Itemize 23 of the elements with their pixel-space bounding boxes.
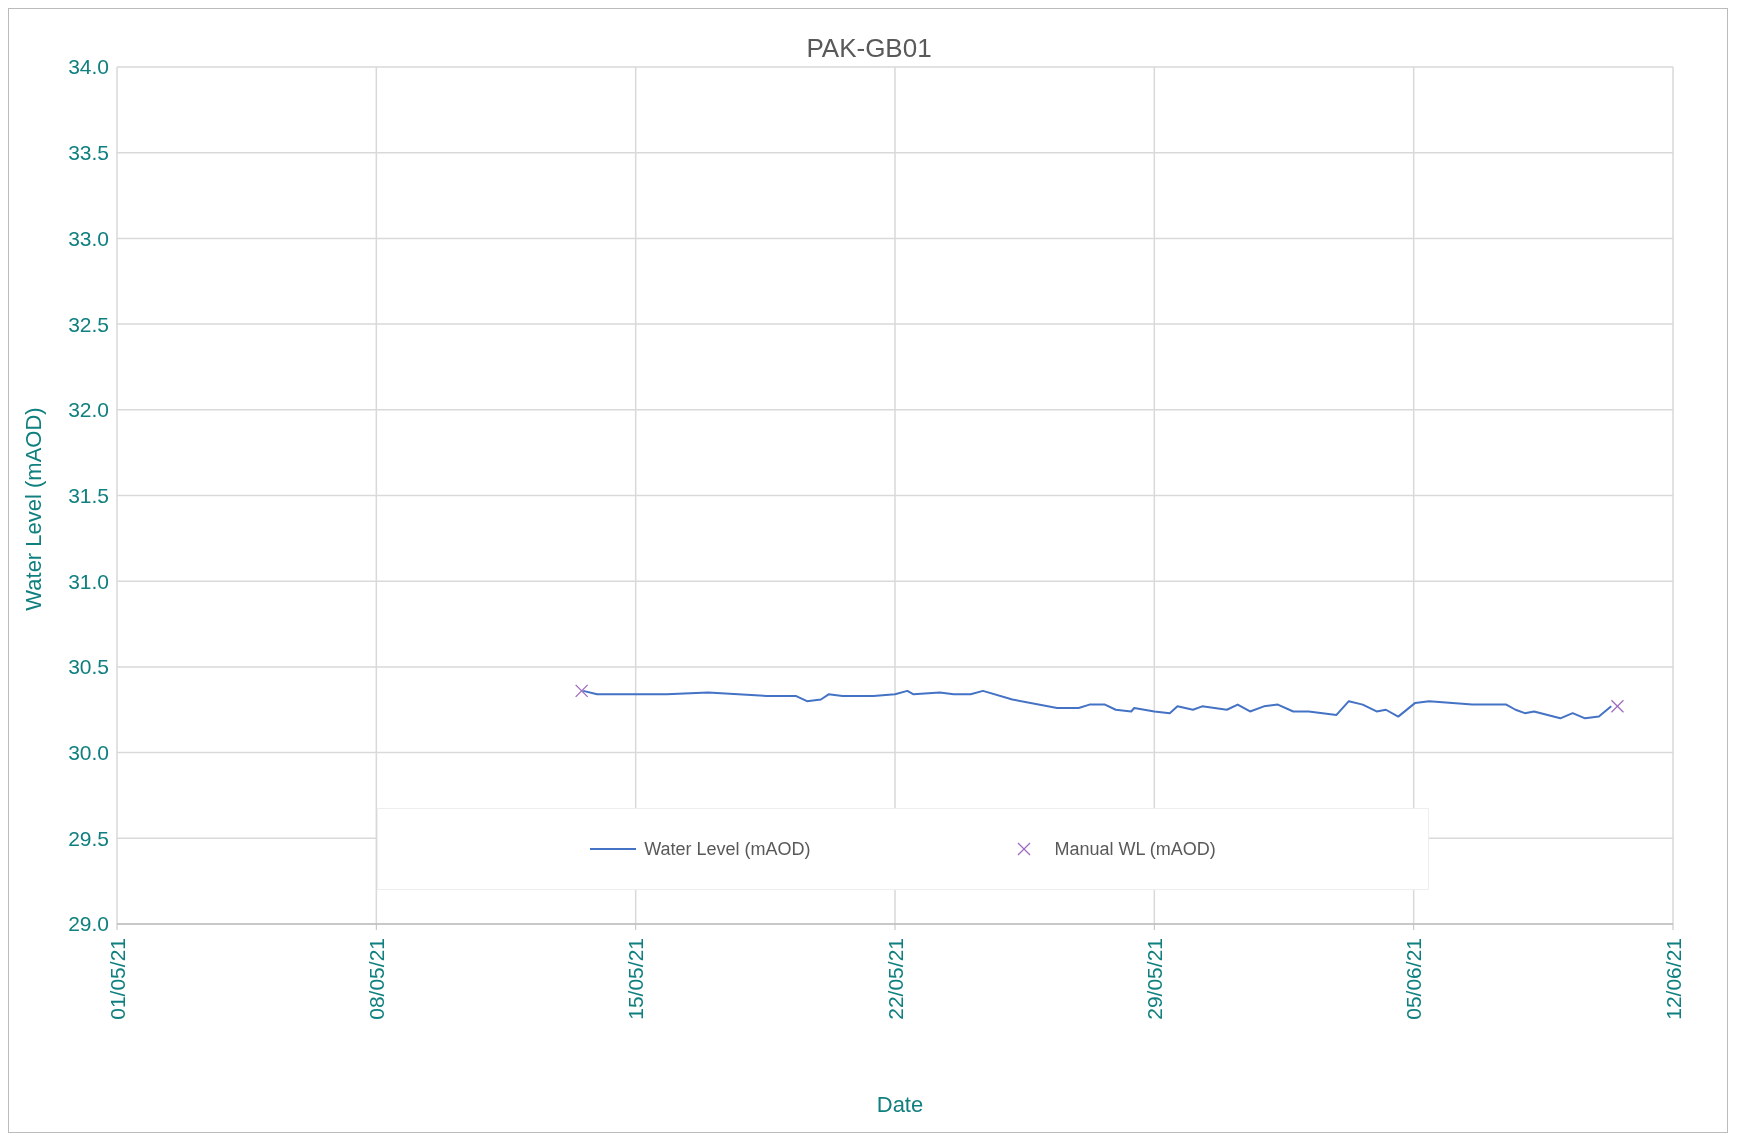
y-tick-label: 32.0	[68, 398, 109, 422]
x-axis-title: Date	[875, 1092, 925, 1118]
y-tick-label: 30.0	[68, 741, 109, 765]
y-tick-label: 33.0	[68, 226, 109, 250]
legend-label: Manual WL (mAOD)	[1054, 838, 1216, 860]
y-tick-label: 30.5	[68, 655, 109, 679]
y-tick-label: 31.0	[68, 569, 109, 593]
chart-title: PAK-GB01	[806, 33, 932, 63]
y-tick-label: 32.5	[68, 312, 109, 336]
y-tick-label: 29.0	[68, 912, 109, 936]
y-tick-label: 29.5	[68, 826, 109, 850]
x-tick-label: 05/06/21	[1402, 938, 1426, 1020]
legend-label: Water Level (mAOD)	[644, 838, 811, 860]
x-tick-label: 15/05/21	[624, 938, 648, 1020]
y-tick-label: 34.0	[68, 55, 109, 79]
y-tick-label: 31.5	[68, 483, 109, 507]
y-axis-title: Water Level (mAOD)	[21, 407, 47, 611]
x-tick-label: 22/05/21	[883, 938, 907, 1020]
x-tick-label: 29/05/21	[1142, 938, 1166, 1020]
x-tick-label: 12/06/21	[1661, 938, 1685, 1020]
x-tick-label: 08/05/21	[364, 938, 388, 1020]
y-tick-label: 33.5	[68, 141, 109, 165]
x-tick-label: 01/05/21	[105, 938, 129, 1020]
